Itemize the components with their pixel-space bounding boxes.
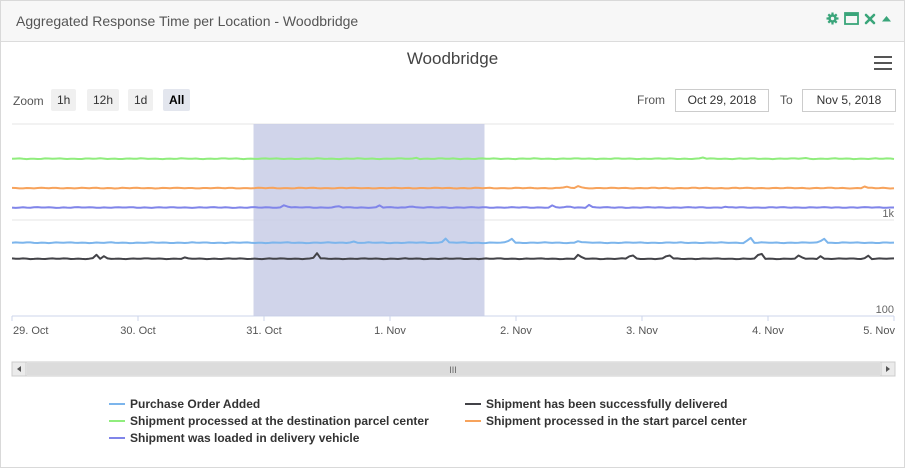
scrollbar-thumb[interactable] bbox=[27, 363, 880, 375]
chart-menu-button[interactable] bbox=[874, 56, 892, 72]
legend-swatch bbox=[109, 402, 125, 405]
legend-swatch bbox=[109, 419, 125, 422]
from-date-input[interactable]: Oct 29, 2018 bbox=[675, 89, 769, 112]
panel-header: Aggregated Response Time per Location - … bbox=[1, 1, 904, 42]
to-date-input[interactable]: Nov 5, 2018 bbox=[802, 89, 896, 112]
x-tick-label: 5. Nov bbox=[863, 325, 895, 337]
zoom-1h-button[interactable]: 1h bbox=[51, 89, 77, 111]
series-layer bbox=[11, 156, 895, 261]
navigator-scrollbar[interactable]: III bbox=[11, 361, 896, 377]
y-tick-label: 1k bbox=[882, 208, 894, 220]
x-tick-label: 3. Nov bbox=[626, 325, 658, 337]
x-tick-label: 31. Oct bbox=[246, 325, 281, 337]
legend-label: Shipment processed in the start parcel c… bbox=[486, 414, 747, 428]
hamburger-line bbox=[874, 68, 892, 70]
legend-item[interactable]: Shipment was loaded in delivery vehicle bbox=[109, 430, 359, 447]
x-tick-label: 1. Nov bbox=[374, 325, 406, 337]
panel-title: Aggregated Response Time per Location - … bbox=[16, 13, 359, 29]
y-tick-label: 100 bbox=[876, 304, 894, 316]
legend-label: Shipment has been successfully delivered bbox=[486, 397, 728, 411]
window-icon[interactable] bbox=[844, 12, 859, 25]
hamburger-line bbox=[874, 56, 892, 58]
chart-title: Woodbridge bbox=[406, 49, 499, 68]
arrow-right-icon bbox=[886, 366, 890, 372]
navigator-selection-band[interactable] bbox=[253, 124, 485, 316]
gear-icon[interactable] bbox=[826, 12, 839, 25]
zoom-1d-button[interactable]: 1d bbox=[128, 89, 154, 111]
collapse-icon[interactable] bbox=[881, 14, 892, 23]
legend-item[interactable]: Shipment has been successfully delivered bbox=[465, 396, 727, 413]
series-line-0[interactable] bbox=[11, 236, 895, 245]
legend-item[interactable]: Shipment processed in the start parcel c… bbox=[465, 413, 747, 430]
zoom-12h-button[interactable]: 12h bbox=[87, 89, 120, 111]
series-line-3[interactable] bbox=[11, 185, 895, 190]
x-tick-label: 4. Nov bbox=[752, 325, 784, 337]
series-line-4[interactable] bbox=[11, 203, 894, 209]
zoom-label: Zoom bbox=[13, 94, 44, 108]
zoom-all-button[interactable]: All bbox=[163, 89, 191, 111]
series-line-1[interactable] bbox=[11, 252, 895, 261]
close-icon[interactable] bbox=[864, 13, 876, 25]
legend-label: Shipment was loaded in delivery vehicle bbox=[130, 431, 360, 445]
axis-layer: 100 1k 29. Oct 30. Oct 31. Oct 1. Nov 2. Nov 3.… bbox=[11, 208, 895, 337]
x-tick-label: 29. Oct bbox=[13, 325, 48, 337]
scrollbar-grip[interactable]: III bbox=[449, 365, 457, 375]
to-label: To bbox=[780, 93, 793, 107]
x-tick-label: 2. Nov bbox=[500, 325, 532, 337]
legend-swatch bbox=[465, 419, 481, 422]
legend-swatch bbox=[465, 402, 481, 405]
series-line-2[interactable] bbox=[11, 156, 895, 161]
legend-label: Shipment processed at the destination pa… bbox=[130, 414, 429, 428]
legend-swatch bbox=[109, 436, 125, 439]
legend-item[interactable]: Purchase Order Added bbox=[109, 396, 260, 413]
x-tick-label: 30. Oct bbox=[120, 325, 155, 337]
legend-item[interactable]: Shipment processed at the destination pa… bbox=[109, 413, 429, 430]
arrow-left-icon bbox=[17, 366, 21, 372]
legend-label: Purchase Order Added bbox=[130, 397, 261, 411]
from-label: From bbox=[637, 93, 665, 107]
hamburger-line bbox=[874, 62, 892, 64]
header-tools bbox=[826, 12, 892, 25]
